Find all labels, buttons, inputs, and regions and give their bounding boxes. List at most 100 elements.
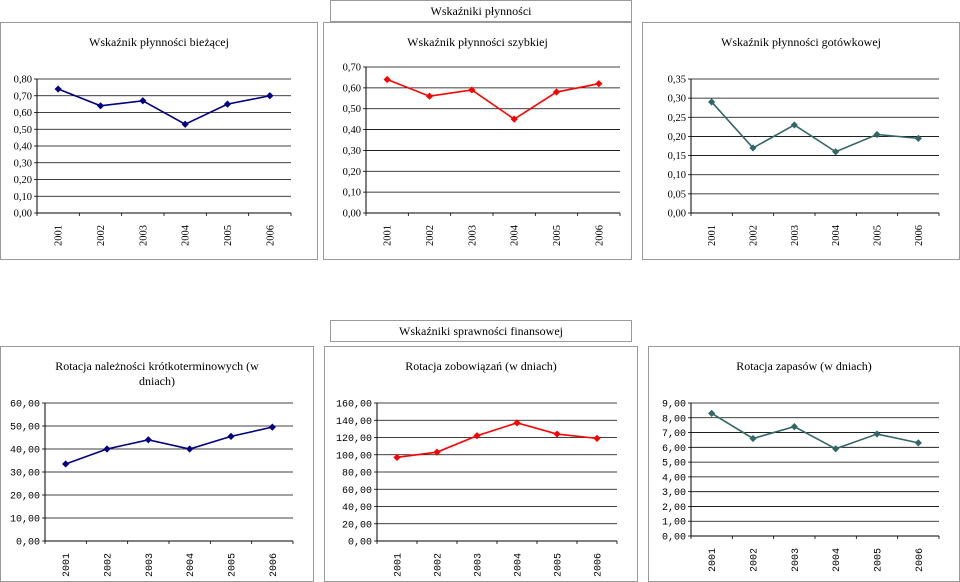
x-tick-label: 2002 bbox=[104, 553, 115, 577]
series-line bbox=[65, 426, 273, 465]
data-point bbox=[873, 430, 881, 438]
data-point bbox=[54, 85, 62, 93]
x-tick-label: 2006 bbox=[594, 225, 605, 246]
y-tick-label: 0,10 bbox=[343, 188, 361, 199]
data-point bbox=[433, 448, 441, 456]
y-tick-label: 0,20 bbox=[14, 175, 32, 186]
data-point bbox=[186, 445, 194, 453]
y-tick-label: 9,00 bbox=[662, 400, 686, 411]
y-tick-label: 10,00 bbox=[10, 515, 40, 526]
y-tick-label: 100,00 bbox=[336, 451, 372, 462]
data-point bbox=[425, 92, 434, 100]
y-tick-label: 140,00 bbox=[336, 417, 372, 428]
y-tick-label: 50,00 bbox=[10, 423, 40, 434]
y-tick-label: 0,70 bbox=[14, 91, 32, 102]
y-tick-label: 0,10 bbox=[14, 192, 32, 203]
data-point bbox=[266, 92, 274, 100]
data-point bbox=[595, 80, 603, 88]
x-tick-label: 2005 bbox=[552, 225, 563, 246]
x-tick-label: 2002 bbox=[434, 553, 445, 577]
y-tick-label: 0,00 bbox=[14, 209, 32, 220]
y-tick-label: 3,00 bbox=[662, 488, 686, 499]
data-point bbox=[708, 409, 716, 417]
x-tick-label: 2004 bbox=[186, 553, 197, 577]
x-tick-label: 2005 bbox=[873, 225, 884, 246]
chart-panel-receivables-turnover: Rotacja należności krótkoterminowych (w … bbox=[0, 346, 314, 582]
data-point bbox=[383, 75, 391, 84]
y-tick-label: 0,00 bbox=[343, 209, 361, 220]
y-tick-label: 0,10 bbox=[668, 170, 686, 181]
y-tick-label: 7,00 bbox=[662, 429, 686, 440]
x-tick-label: 2005 bbox=[874, 548, 885, 572]
y-tick-label: 0,60 bbox=[14, 108, 32, 119]
x-tick-label: 2004 bbox=[181, 224, 192, 246]
data-point bbox=[790, 423, 798, 431]
series-line bbox=[57, 88, 270, 126]
series-line bbox=[711, 101, 919, 153]
data-point bbox=[914, 439, 922, 447]
data-point bbox=[749, 434, 757, 443]
y-tick-label: 80,00 bbox=[342, 469, 372, 480]
x-tick-label: 2004 bbox=[831, 224, 842, 246]
x-tick-label: 2003 bbox=[791, 548, 802, 572]
x-tick-label: 2002 bbox=[749, 225, 760, 246]
x-tick-label: 2005 bbox=[223, 225, 234, 246]
y-tick-label: 0,30 bbox=[343, 146, 361, 157]
y-tick-label: 60,00 bbox=[10, 400, 40, 411]
y-tick-label: 20,00 bbox=[342, 520, 372, 531]
chart-svg: 0,00 0,10 0,20 0,30 0,40 0,50 0,60 0,70 2001 2002… bbox=[343, 63, 621, 246]
chart-panel-quick-liquidity: Wskaźnik płynności szybkiej 0,00 0,10 0,20… bbox=[323, 22, 632, 260]
data-point bbox=[593, 434, 601, 442]
y-tick-label: 40,00 bbox=[342, 503, 372, 514]
x-tick-label: 2001 bbox=[383, 225, 394, 246]
data-point bbox=[96, 102, 105, 110]
chart-svg: 0,00 0,10 0,20 0,30 0,40 0,50 0,60 0,70 0,80 2001… bbox=[14, 75, 292, 246]
data-point bbox=[393, 453, 401, 461]
y-tick-label: 20,00 bbox=[10, 492, 40, 503]
y-tick-label: 0,00 bbox=[348, 538, 372, 549]
x-tick-label: 2002 bbox=[96, 225, 107, 246]
data-point bbox=[62, 460, 70, 468]
x-tick-label: 2006 bbox=[594, 553, 605, 577]
chart-title: Rotacja należności krótkoterminowych (w … bbox=[55, 359, 259, 388]
y-tick-label: 0,30 bbox=[14, 158, 32, 169]
data-point bbox=[268, 423, 276, 431]
y-tick-label: 4,00 bbox=[662, 473, 686, 484]
y-tick-label: 0,20 bbox=[668, 132, 686, 143]
section-title-liquidity: Wskaźniki płynności bbox=[330, 0, 632, 22]
y-tick-label: 160,00 bbox=[336, 400, 372, 411]
x-tick-label: 2003 bbox=[145, 553, 156, 577]
data-point bbox=[749, 144, 757, 152]
x-tick-label: 2005 bbox=[554, 553, 565, 577]
x-tick-label: 2006 bbox=[265, 225, 276, 246]
x-tick-label: 2001 bbox=[708, 548, 719, 572]
chart-panel-cash-liquidity: Wskaźnik płynności gotówkowej 0,00 0,05 0,… bbox=[642, 22, 960, 260]
x-tick-label: 2003 bbox=[474, 553, 485, 577]
data-point bbox=[873, 130, 881, 139]
chart-svg: 0,00 1,00 2,00 3,00 4,00 5,00 6,00 7,00 8,00 9,00… bbox=[662, 400, 940, 572]
y-tick-label: 1,00 bbox=[662, 518, 686, 529]
y-tick-label: 0,35 bbox=[668, 75, 686, 86]
y-tick-label: 0,40 bbox=[14, 142, 32, 153]
x-tick-label: 2006 bbox=[269, 553, 280, 577]
data-point bbox=[473, 432, 481, 440]
data-point bbox=[103, 445, 111, 453]
y-tick-label: 0,00 bbox=[16, 538, 40, 549]
x-tick-label: 2001 bbox=[54, 225, 65, 246]
y-tick-label: 6,00 bbox=[662, 444, 686, 455]
chart-svg: 0,00 10,00 20,00 30,00 40,00 50,00 60,00 2001 20… bbox=[10, 400, 294, 577]
chart-panel-current-liquidity: Wskaźnik płynności bieżącej 0,00 0,10 0,20… bbox=[0, 22, 318, 260]
x-tick-label: 2006 bbox=[914, 225, 925, 246]
y-tick-label: 0,60 bbox=[343, 83, 361, 94]
data-point bbox=[227, 432, 235, 440]
y-tick-label: 0,80 bbox=[14, 75, 32, 86]
x-tick-label: 2003 bbox=[790, 225, 801, 246]
chart-panel-inventory-turnover: Rotacja zapasów (w dniach) 0,00 1,00 2,00 3… bbox=[648, 346, 960, 582]
x-tick-label: 2003 bbox=[467, 225, 478, 246]
chart-panel-liabilities-turnover: Rotacja zobowiązań (w dniach) 0,00 20,00 4… bbox=[324, 346, 638, 582]
data-point bbox=[553, 430, 561, 438]
data-point bbox=[139, 97, 147, 105]
x-tick-label: 2005 bbox=[228, 553, 239, 577]
y-tick-label: 0,50 bbox=[14, 125, 32, 136]
x-tick-label: 2004 bbox=[832, 548, 843, 572]
